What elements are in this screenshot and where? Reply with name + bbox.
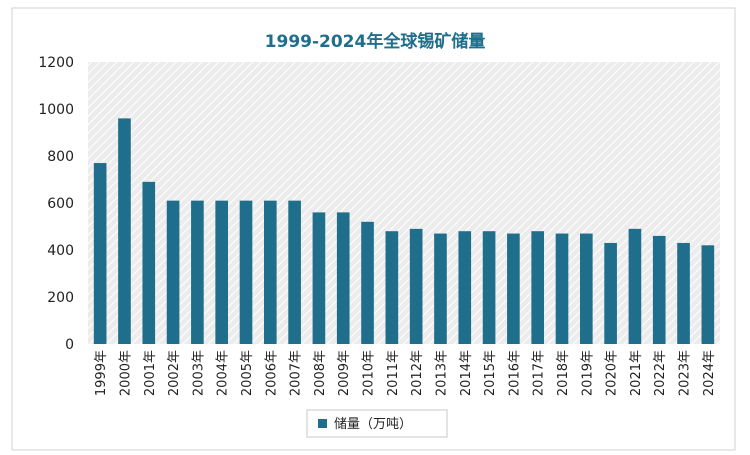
y-tick-label: 400 bbox=[47, 243, 74, 259]
bar-2010年 bbox=[361, 221, 374, 344]
y-tick-label: 200 bbox=[47, 290, 74, 306]
bar-2006年 bbox=[263, 200, 277, 344]
bar-2021年 bbox=[628, 228, 642, 344]
x-tick-label: 2015年 bbox=[483, 350, 498, 396]
x-tick-label: 2014年 bbox=[459, 350, 474, 396]
bar-2020年 bbox=[604, 242, 617, 344]
bars bbox=[93, 118, 715, 345]
x-tick-label: 2010年 bbox=[362, 350, 377, 396]
x-tick-label: 2022年 bbox=[653, 350, 668, 396]
bar-2024年 bbox=[701, 245, 715, 344]
bar-2012年 bbox=[409, 228, 423, 344]
bar-2023年 bbox=[677, 242, 690, 344]
y-tick-label: 1000 bbox=[38, 102, 74, 118]
plot-area bbox=[88, 62, 720, 344]
bar-2000年 bbox=[118, 118, 131, 345]
x-tick-label: 2023年 bbox=[678, 350, 693, 396]
x-tick-label: 1999年 bbox=[94, 350, 109, 396]
x-tick-label: 2005年 bbox=[240, 350, 255, 396]
x-tick-label: 2021年 bbox=[629, 350, 644, 396]
bar-2016年 bbox=[507, 233, 520, 344]
y-tick-label: 800 bbox=[47, 149, 74, 165]
x-tick-label: 2019年 bbox=[580, 350, 595, 396]
x-tick-label: 2004年 bbox=[216, 350, 231, 396]
bar-2018年 bbox=[555, 233, 569, 344]
y-tick-label: 1200 bbox=[38, 55, 74, 71]
x-tick-label: 2008年 bbox=[313, 350, 328, 396]
x-tick-label: 2006年 bbox=[264, 350, 279, 396]
legend-box bbox=[306, 409, 448, 438]
legend-label: 储量（万吨） bbox=[334, 417, 412, 432]
bar-2007年 bbox=[288, 200, 301, 344]
x-tick-label: 2017年 bbox=[532, 350, 547, 396]
bar-2019年 bbox=[579, 233, 593, 344]
bar-2009年 bbox=[336, 212, 350, 344]
bar-2013年 bbox=[434, 233, 447, 344]
bar-2017年 bbox=[531, 231, 545, 344]
x-tick-label: 2016年 bbox=[507, 350, 522, 396]
y-tick-label: 0 bbox=[65, 337, 74, 353]
x-tick-label: 2007年 bbox=[289, 350, 304, 396]
bar-2008年 bbox=[312, 212, 326, 344]
x-axis: 1999年 2000年 2001年 2002年 2003年 2004年 2005年 2006年… bbox=[94, 350, 717, 396]
x-tick-label: 2000年 bbox=[118, 350, 133, 396]
x-tick-label: 2002年 bbox=[167, 350, 182, 396]
x-tick-label: 2020年 bbox=[605, 350, 620, 396]
x-tick-label: 2011年 bbox=[386, 350, 401, 396]
legend-swatch bbox=[318, 419, 327, 428]
bar-2001年 bbox=[142, 181, 156, 344]
x-tick-label: 2018年 bbox=[556, 350, 571, 396]
x-tick-label: 2024年 bbox=[702, 350, 717, 396]
bar-1999年 bbox=[93, 163, 107, 344]
bar-2002年 bbox=[166, 200, 180, 344]
x-tick-label: 2009年 bbox=[337, 350, 352, 396]
chart-title: 1999-2024年全球锡矿储量 bbox=[265, 31, 486, 52]
x-tick-label: 2001年 bbox=[143, 350, 158, 396]
bar-2005年 bbox=[239, 200, 253, 344]
y-axis: 0 200 400 600 800 1000 1200 bbox=[38, 55, 74, 353]
bar-2003年 bbox=[191, 200, 204, 344]
x-tick-label: 2003年 bbox=[191, 350, 206, 396]
bar-2004年 bbox=[215, 200, 229, 344]
bar-2022年 bbox=[652, 235, 666, 344]
x-tick-label: 2012年 bbox=[410, 350, 425, 396]
bar-2011年 bbox=[385, 231, 399, 344]
bar-2014年 bbox=[458, 231, 472, 344]
bar-2015年 bbox=[482, 231, 496, 344]
legend: 储量（万吨） bbox=[306, 409, 448, 438]
y-tick-label: 600 bbox=[47, 196, 74, 212]
x-tick-label: 2013年 bbox=[434, 350, 449, 396]
